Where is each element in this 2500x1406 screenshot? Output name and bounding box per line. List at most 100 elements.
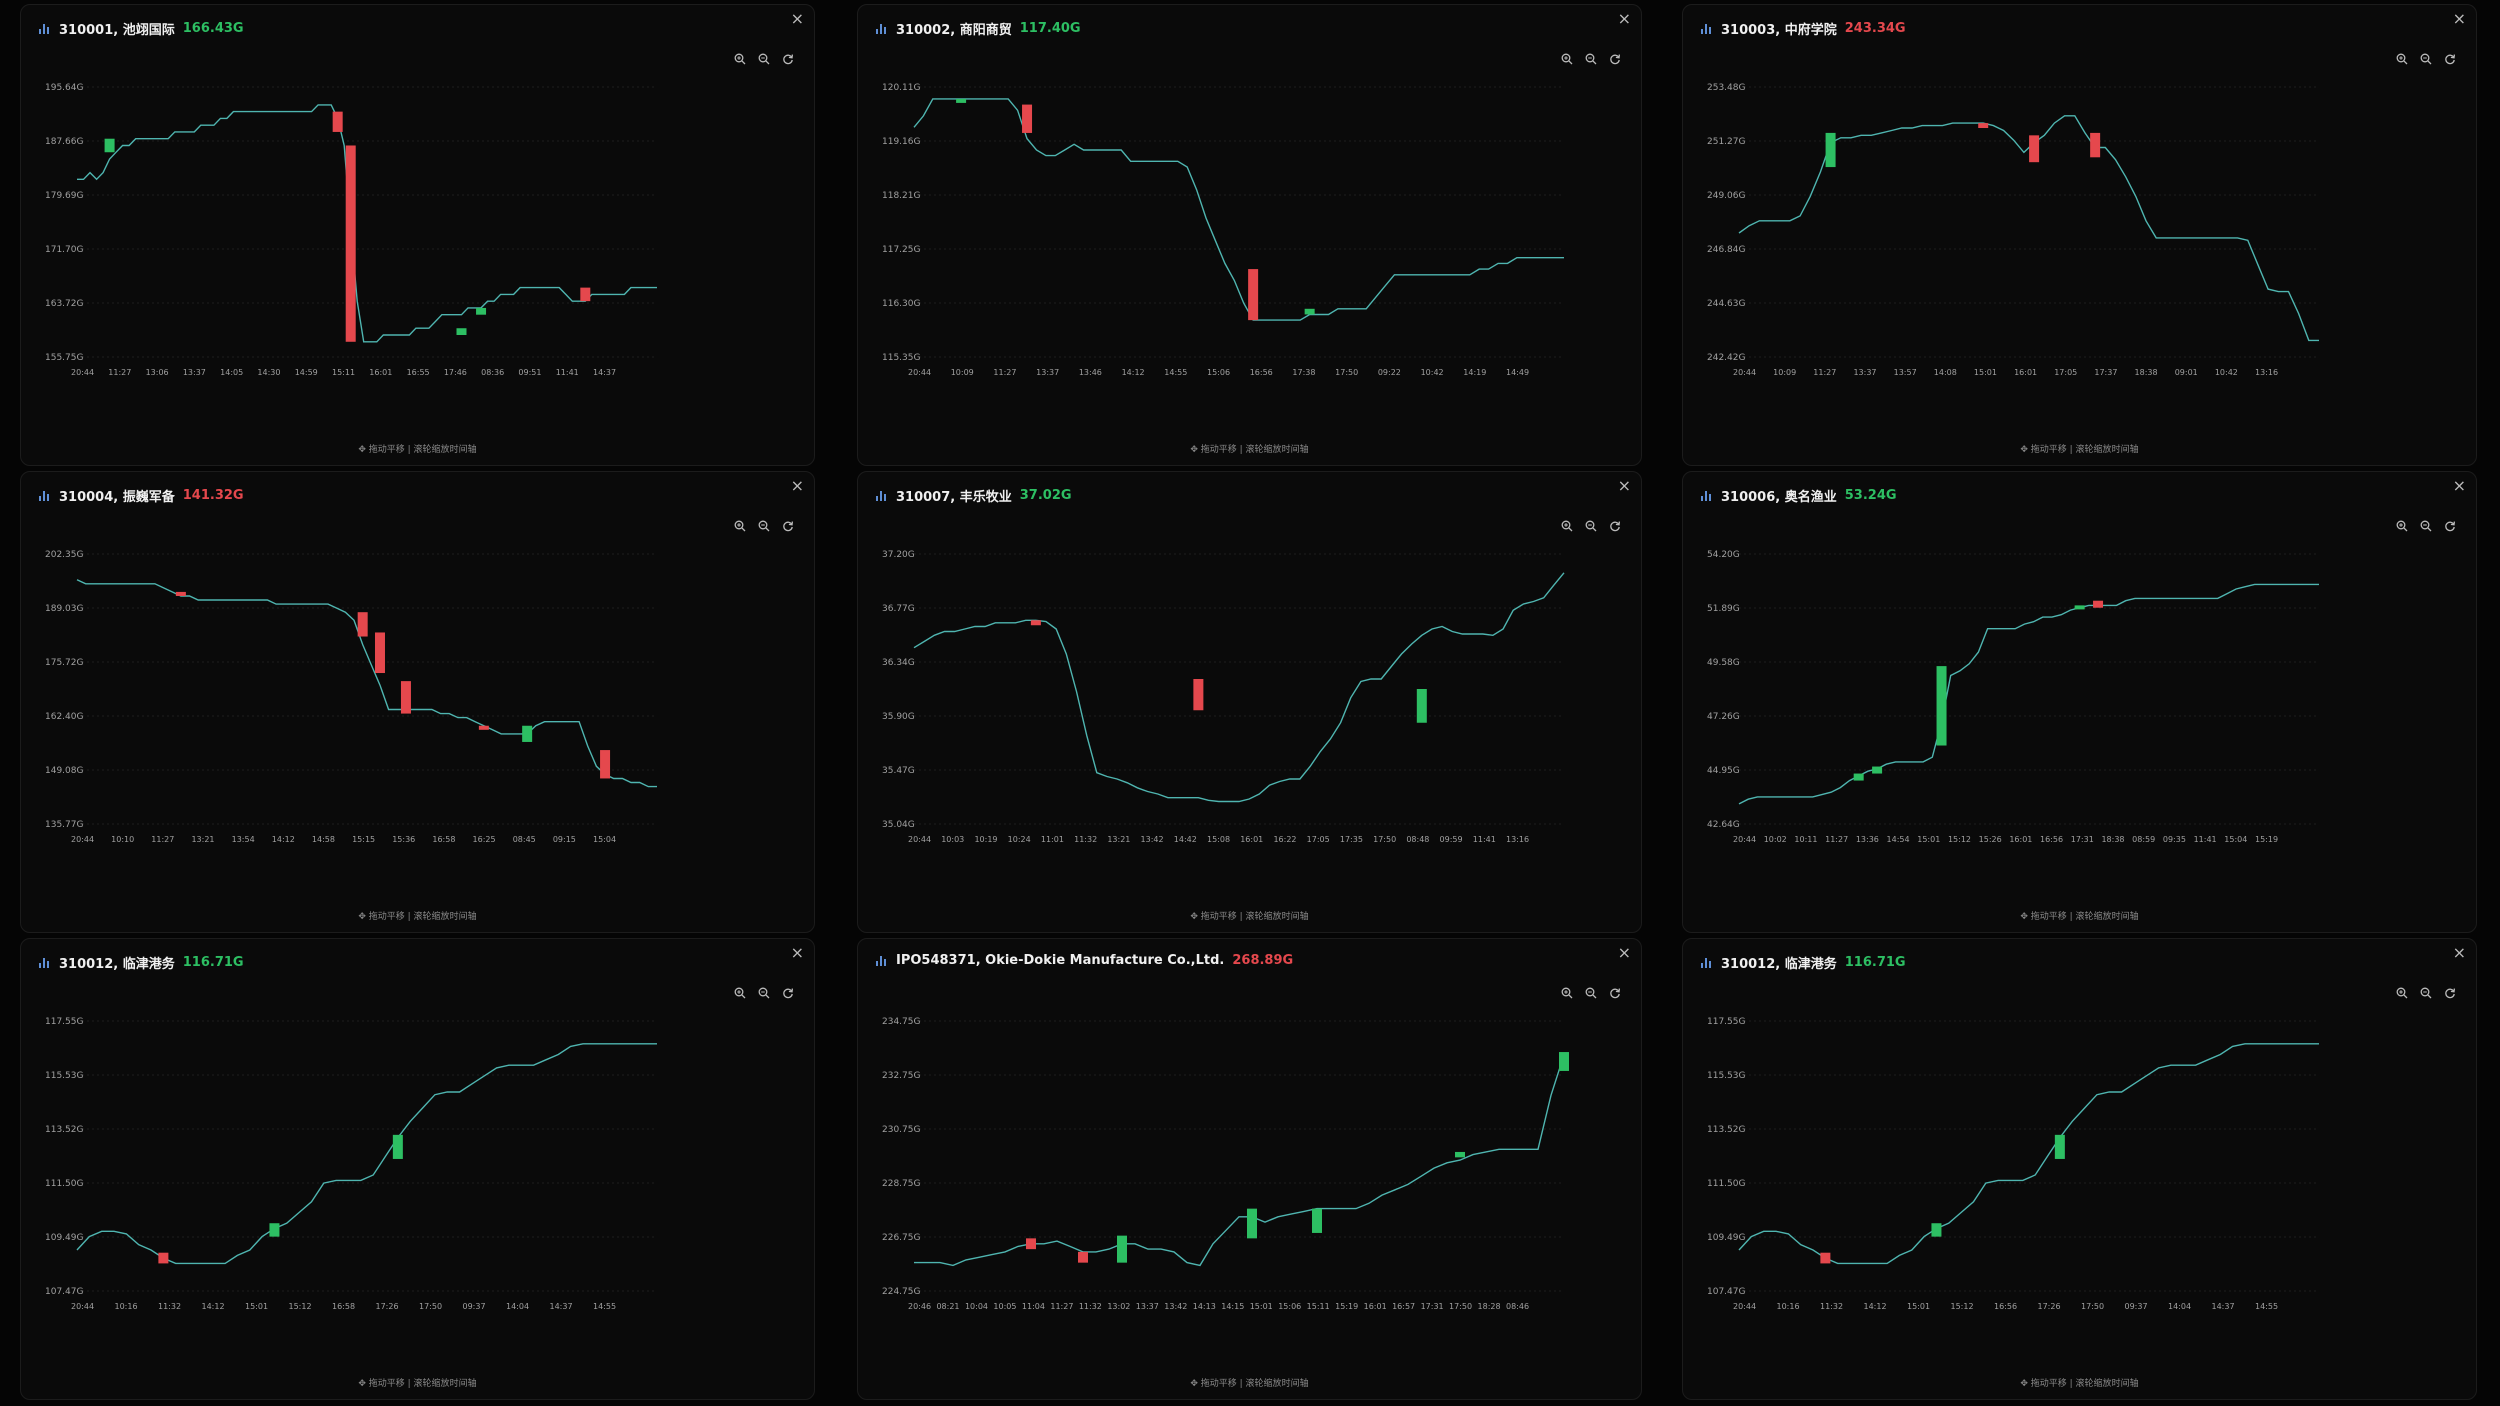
zoom-in-icon[interactable] [732, 51, 748, 67]
stock-chart-panel[interactable]: 310002, 商阳商贸 117.40G × ✥ 拖动平移 | 滚轮缩放时间轴 120.… [857, 4, 1642, 466]
y-tick-label: 115.35G [882, 353, 920, 363]
candle-down [1193, 679, 1204, 711]
x-tick-label: 14:59 [295, 368, 318, 377]
y-tick-label: 155.75G [45, 353, 83, 363]
x-tick-label: 14:55 [593, 1302, 616, 1311]
zoom-out-icon[interactable] [2418, 51, 2434, 67]
x-tick-label: 10:09 [951, 368, 974, 377]
pan-zoom-hint: ✥ 拖动平移 | 滚轮缩放时间轴 [1190, 445, 1309, 455]
candle-up [1931, 1223, 1942, 1237]
stock-chart-panel[interactable]: 310001, 池翊国际 166.43G × ✥ 拖动平移 | 滚轮缩放时间轴 195.… [20, 4, 815, 466]
reset-icon[interactable] [1607, 985, 1623, 1001]
zoom-in-icon[interactable] [732, 518, 748, 534]
y-tick-label: 120.11G [882, 83, 920, 93]
zoom-out-icon[interactable] [1583, 518, 1599, 534]
zoom-in-icon[interactable] [732, 985, 748, 1001]
x-tick-label: 16:01 [1240, 835, 1263, 844]
stock-chart-panel[interactable]: 310004, 振巍军备 141.32G × ✥ 拖动平移 | 滚轮缩放时间轴 202.… [20, 471, 815, 933]
close-icon[interactable]: × [790, 943, 804, 962]
reset-icon[interactable] [1607, 51, 1623, 67]
price-chart[interactable]: 202.35G 189.03G 175.72G 162.40G 149.08G 135.7… [21, 472, 815, 933]
zoom-in-icon[interactable] [2394, 518, 2410, 534]
y-tick-label: 195.64G [45, 83, 83, 93]
y-tick-label: 116.30G [882, 299, 920, 309]
close-icon[interactable]: × [790, 476, 804, 495]
y-tick-label: 109.49G [1707, 1233, 1745, 1243]
zoom-in-icon[interactable] [1559, 518, 1575, 534]
x-tick-label: 17:35 [1340, 835, 1363, 844]
price-chart[interactable]: 195.64G 187.66G 179.69G 171.70G 163.72G 155.7… [21, 5, 815, 466]
x-tick-label: 10:42 [1421, 368, 1444, 377]
x-tick-label: 20:44 [1733, 835, 1756, 844]
zoom-in-icon[interactable] [2394, 51, 2410, 67]
x-tick-label: 10:03 [941, 835, 964, 844]
zoom-out-icon[interactable] [1583, 51, 1599, 67]
price-chart[interactable]: 117.55G 115.53G 113.52G 111.50G 109.49G 107.4… [1683, 939, 2477, 1400]
x-tick-label: 15:15 [352, 835, 375, 844]
zoom-in-icon[interactable] [1559, 985, 1575, 1001]
price-chart[interactable]: 120.11G 119.16G 118.21G 117.25G 116.30G 115.3… [858, 5, 1642, 466]
price-chart[interactable]: 117.55G 115.53G 113.52G 111.50G 109.49G 107.4… [21, 939, 815, 1400]
candle-down [2029, 135, 2040, 163]
price-chart[interactable]: 253.48G 251.27G 249.06G 246.84G 244.63G 242.4… [1683, 5, 2477, 466]
price-chart[interactable]: 234.75G 232.75G 230.75G 228.75G 226.75G 224.7… [858, 939, 1642, 1400]
x-tick-label: 13:37 [183, 368, 206, 377]
stock-chart-panel[interactable]: 310006, 奥名渔业 53.24G × ✥ 拖动平移 | 滚轮缩放时间轴 54.20… [1682, 471, 2477, 933]
zoom-out-icon[interactable] [756, 518, 772, 534]
x-tick-label: 11:41 [2194, 835, 2217, 844]
x-tick-label: 11:27 [993, 368, 1016, 377]
close-icon[interactable]: × [1617, 476, 1631, 495]
candle-up [2054, 1134, 2065, 1159]
close-icon[interactable]: × [2452, 9, 2466, 28]
x-tick-label: 15:11 [1307, 1302, 1330, 1311]
price-chart[interactable]: 37.20G 36.77G 36.34G 35.90G 35.47G 35.04G 20:4… [858, 472, 1642, 933]
close-icon[interactable]: × [2452, 476, 2466, 495]
zoom-in-icon[interactable] [1559, 51, 1575, 67]
reset-icon[interactable] [780, 518, 796, 534]
bar-chart-icon [1701, 490, 1713, 501]
price-line [76, 1043, 657, 1265]
candle-up [956, 98, 967, 103]
stock-chart-panel[interactable]: 310012, 临津港务 116.71G × ✥ 拖动平移 | 滚轮缩放时间轴 117.… [20, 938, 815, 1400]
reset-icon[interactable] [2442, 985, 2458, 1001]
stock-chart-panel[interactable]: 310003, 中府学院 243.34G × ✥ 拖动平移 | 滚轮缩放时间轴 253.… [1682, 4, 2477, 466]
reset-icon[interactable] [1607, 518, 1623, 534]
x-tick-label: 15:26 [1979, 835, 2002, 844]
panel-title: IPO548371, Okie-Dokie Manufacture Co.,Lt… [876, 953, 1293, 968]
close-icon[interactable]: × [1617, 943, 1631, 962]
y-tick-label: 115.53G [1707, 1071, 1745, 1081]
x-tick-label: 09:01 [2175, 368, 2198, 377]
zoom-out-icon[interactable] [2418, 985, 2434, 1001]
stock-chart-panel[interactable]: IPO548371, Okie-Dokie Manufacture Co.,Lt… [857, 938, 1642, 1400]
candle-up [2074, 605, 2085, 610]
x-tick-label: 09:37 [2125, 1302, 2148, 1311]
x-tick-label: 15:01 [1250, 1302, 1273, 1311]
reset-icon[interactable] [780, 985, 796, 1001]
candle-down [374, 632, 385, 674]
reset-icon[interactable] [2442, 51, 2458, 67]
zoom-out-icon[interactable] [1583, 985, 1599, 1001]
zoom-out-icon[interactable] [2418, 518, 2434, 534]
close-icon[interactable]: × [1617, 9, 1631, 28]
zoom-out-icon[interactable] [756, 985, 772, 1001]
x-tick-label: 08:21 [936, 1302, 959, 1311]
y-tick-label: 163.72G [45, 299, 83, 309]
y-tick-label: 189.03G [45, 604, 83, 614]
reset-icon[interactable] [780, 51, 796, 67]
stock-chart-panel[interactable]: 310007, 丰乐牧业 37.02G × ✥ 拖动平移 | 滚轮缩放时间轴 37.20… [857, 471, 1642, 933]
y-tick-label: 107.47G [1707, 1287, 1745, 1297]
zoom-out-icon[interactable] [756, 51, 772, 67]
y-tick-label: 171.70G [45, 245, 83, 255]
x-tick-label: 16:57 [1392, 1302, 1415, 1311]
candle-down [600, 750, 611, 779]
zoom-in-icon[interactable] [2394, 985, 2410, 1001]
close-icon[interactable]: × [790, 9, 804, 28]
candle-down [2093, 600, 2104, 608]
pan-zoom-hint: ✥ 拖动平移 | 滚轮缩放时间轴 [2020, 1379, 2139, 1389]
stock-chart-panel[interactable]: 310012, 临津港务 116.71G × ✥ 拖动平移 | 滚轮缩放时间轴 117.… [1682, 938, 2477, 1400]
close-icon[interactable]: × [2452, 943, 2466, 962]
reset-icon[interactable] [2442, 518, 2458, 534]
price-chart[interactable]: 54.20G 51.89G 49.58G 47.26G 44.95G 42.64G 20:4… [1683, 472, 2477, 933]
candle-up [1304, 308, 1315, 315]
